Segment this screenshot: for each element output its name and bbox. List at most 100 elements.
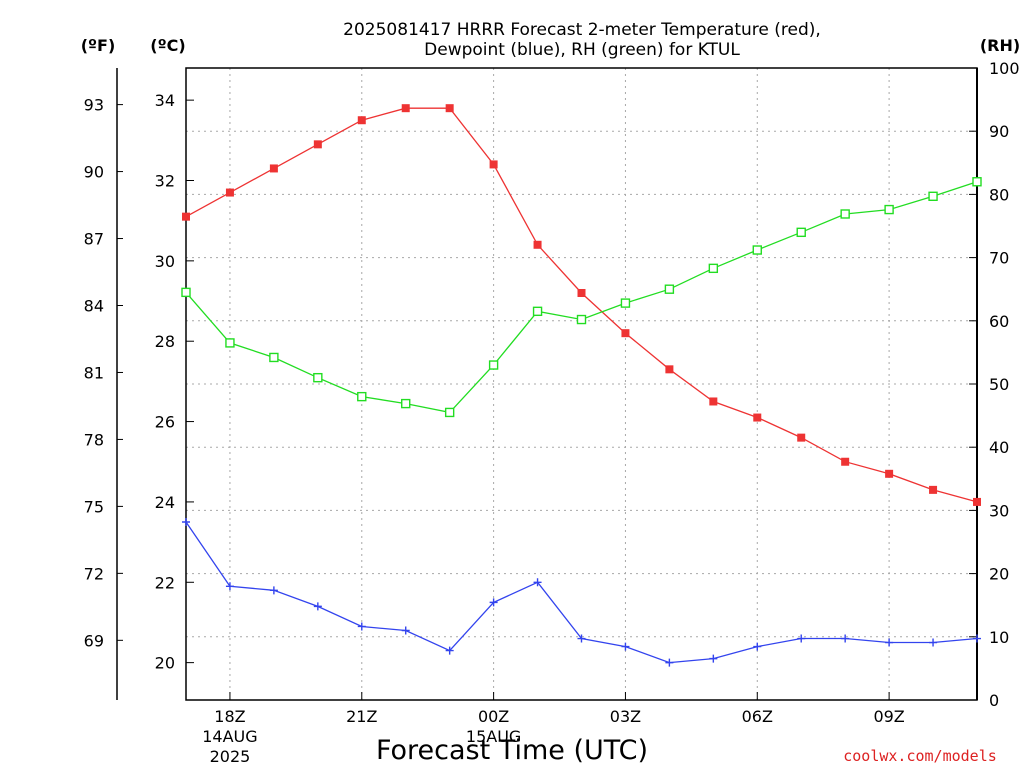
celsius-tick-label: 34 (155, 91, 175, 110)
rh-point (884, 204, 894, 215)
rh-tick-label: 70 (989, 249, 1009, 268)
rh-point (313, 372, 323, 383)
rh-point (269, 352, 279, 363)
rh-line (185, 181, 978, 414)
rh-point (620, 298, 631, 308)
axes (116, 67, 978, 701)
temperature-point (973, 497, 981, 506)
grid-lines (186, 68, 977, 700)
temperature-point (225, 188, 234, 197)
temperature-point (269, 164, 278, 173)
x-tick-label: 09Z (873, 707, 904, 726)
dewpoint-point (709, 654, 718, 663)
chart-title-line2: Dewpoint (blue), RH (green) for KTUL (424, 40, 740, 60)
temperature-point (753, 413, 762, 422)
rh-point (444, 407, 455, 418)
temperature-point (665, 365, 674, 374)
fahrenheit-tick-label: 93 (84, 96, 104, 115)
x-tick-label: 06Z (742, 707, 773, 726)
rh-tick-label: 100 (989, 59, 1020, 78)
dewpoint-point (665, 658, 674, 667)
celsius-tick-label: 24 (155, 493, 175, 512)
rh-tick-label: 30 (989, 501, 1009, 520)
x-tick-label: 18Z (214, 707, 245, 726)
x-tick-date-label: 14AUG (202, 727, 257, 746)
dewpoint-point (533, 578, 542, 587)
dewpoint-point (577, 634, 586, 643)
temperature-point (709, 397, 718, 406)
rh-point (796, 227, 806, 238)
temperature-point (929, 485, 938, 494)
rh-point (752, 245, 762, 255)
rh-point (181, 287, 191, 298)
rh-unit-label: (RH) (980, 36, 1020, 55)
rh-tick-label: 60 (989, 312, 1009, 331)
rh-tick-label: 10 (989, 628, 1009, 647)
x-tick-label: 03Z (610, 707, 641, 726)
dewpoint-point (797, 634, 806, 643)
celsius-tick-label: 20 (155, 654, 175, 673)
dewpoint-point (885, 638, 894, 647)
temperature-point (621, 329, 630, 338)
dewpoint-point (621, 642, 630, 651)
rh-point (488, 360, 499, 370)
fahrenheit-tick-label: 87 (84, 230, 104, 249)
fahrenheit-tick-label: 78 (84, 430, 104, 449)
chart-title-line1: 2025081417 HRRR Forecast 2-meter Tempera… (343, 20, 821, 40)
dewpoint-point (357, 622, 366, 631)
rh-tick-label: 90 (989, 122, 1009, 141)
celsius-tick-label: 32 (155, 171, 175, 190)
celsius-tick-label: 26 (155, 413, 175, 432)
temperature-point (885, 469, 894, 478)
temperature-point (577, 288, 586, 297)
dewpoint-point (401, 626, 410, 635)
x-tick-label: 21Z (346, 707, 377, 726)
credit-text: coolwx.com/models (843, 747, 997, 765)
rh-point (225, 338, 235, 348)
dewpoint-point (225, 582, 234, 591)
dewpoint-point (753, 642, 762, 651)
rh-point (532, 306, 543, 317)
rh-tick-label: 50 (989, 375, 1009, 394)
x-tick-date-label: 15AUG (466, 727, 521, 746)
rh-point (972, 177, 982, 187)
dewpoint-point (489, 598, 498, 607)
rh-point (708, 263, 719, 274)
dewpoint-point (973, 634, 981, 643)
rh-point (928, 191, 938, 201)
temperature-point (445, 104, 454, 113)
fahrenheit-tick-label: 90 (84, 163, 104, 182)
fahrenheit-unit-label: (ºF) (81, 36, 116, 55)
fahrenheit-tick-label: 84 (84, 296, 104, 315)
rh-point (401, 398, 411, 409)
temperature-point (313, 140, 322, 149)
celsius-unit-label: (ºC) (150, 36, 185, 55)
temperature-point (489, 160, 498, 169)
data-series (181, 104, 982, 667)
temperature-point (841, 457, 850, 466)
x-tick-label: 00Z (478, 707, 509, 726)
dewpoint-point (269, 586, 278, 595)
dewpoint-point (182, 518, 190, 527)
dewpoint-point (313, 602, 322, 611)
temperature-line (185, 107, 978, 503)
temperature-point (533, 240, 542, 249)
temperature-point (357, 116, 366, 125)
dewpoint-point (445, 646, 454, 655)
tick-labels: 20 22 24 26 28 30 32 34 69 72 75 78 81 84 87 90 93 0 10 20 3… (84, 59, 1020, 766)
celsius-tick-label: 28 (155, 332, 175, 351)
rh-tick-label: 20 (989, 565, 1009, 584)
rh-tick-label: 40 (989, 438, 1009, 457)
celsius-tick-label: 30 (155, 252, 175, 271)
dewpoint-point (929, 638, 938, 647)
fahrenheit-tick-label: 69 (84, 631, 104, 650)
x-axis-title: Forecast Time (UTC) (376, 735, 648, 766)
celsius-tick-label: 22 (155, 573, 175, 592)
temperature-point (797, 433, 806, 442)
fahrenheit-tick-label: 72 (84, 564, 104, 583)
x-tick-year-label: 2025 (210, 747, 251, 766)
rh-point (840, 209, 850, 219)
fahrenheit-tick-label: 81 (84, 363, 104, 382)
rh-tick-label: 80 (989, 185, 1009, 204)
